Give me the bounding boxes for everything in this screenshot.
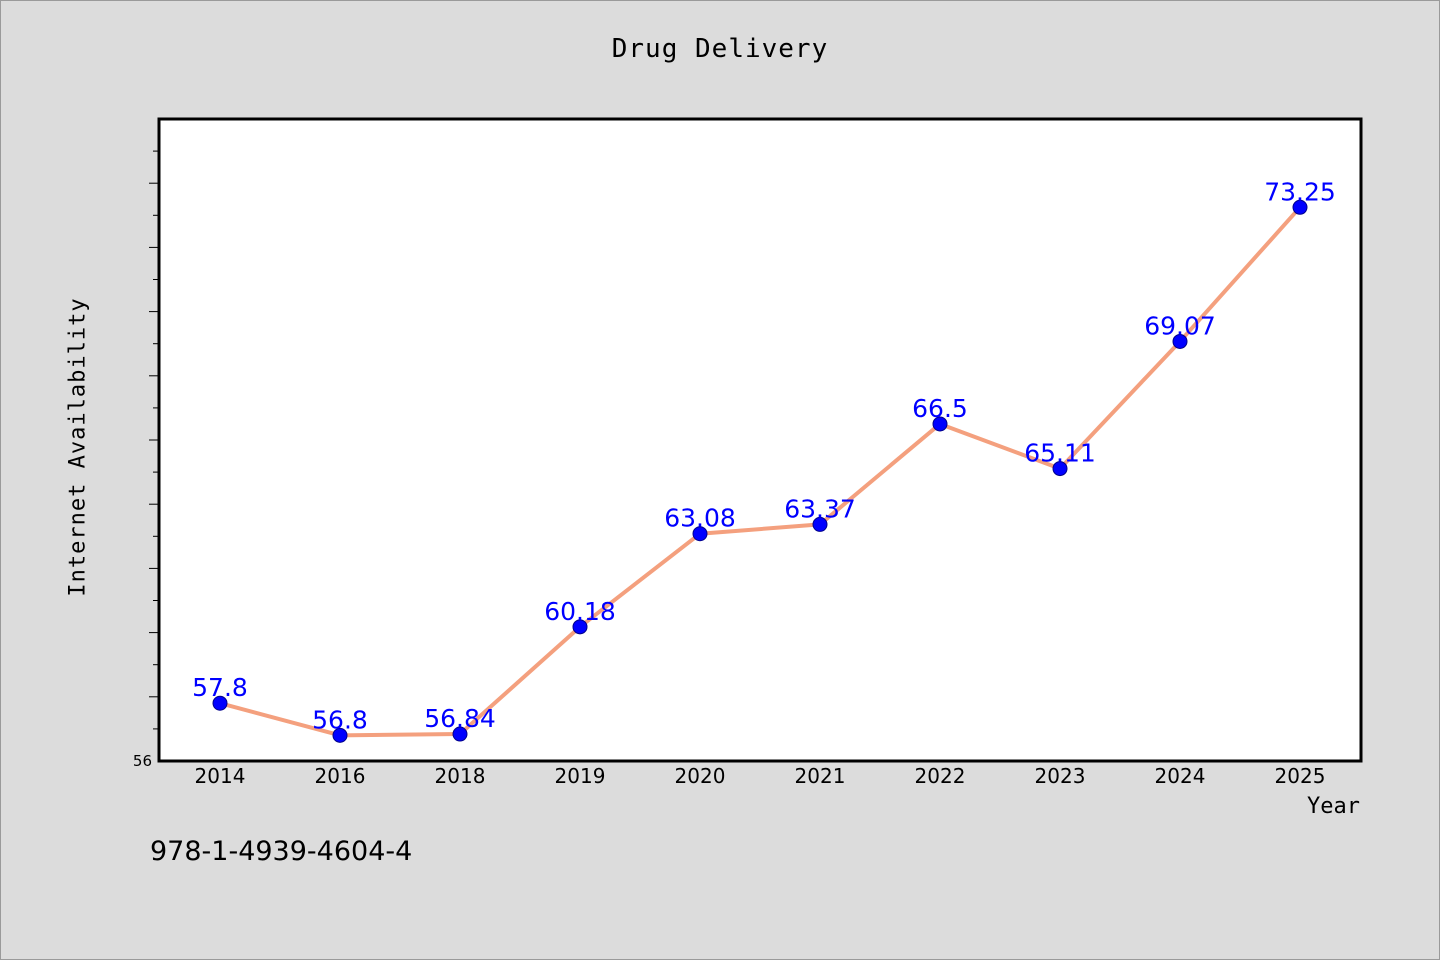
x-tick-label: 2024 bbox=[1155, 764, 1206, 788]
data-labels-layer: 57.8 56.8 56.84 60.18 63.08 63.37 66.5 65.11 69.… bbox=[192, 177, 1336, 734]
y-tick-label: 56 bbox=[133, 752, 152, 770]
chart-title: Drug Delivery bbox=[611, 34, 829, 64]
data-label: 63.37 bbox=[784, 494, 856, 523]
data-label: 56.84 bbox=[424, 704, 496, 733]
x-tick-label: 2014 bbox=[195, 764, 246, 788]
data-point bbox=[812, 516, 828, 532]
x-axis-label: Year bbox=[1307, 794, 1360, 819]
x-tick-label: 2025 bbox=[1275, 764, 1326, 788]
x-tick-label: 2019 bbox=[555, 764, 606, 788]
series-layer bbox=[212, 199, 1308, 743]
y-axis-label: Internet Availability bbox=[65, 297, 91, 597]
data-label: 57.8 bbox=[192, 673, 248, 702]
data-point bbox=[692, 526, 708, 542]
isbn-text: 978-1-4939-4604-4 bbox=[150, 836, 413, 867]
plot-area bbox=[157, 117, 1363, 763]
data-point bbox=[932, 416, 948, 432]
data-label: 60.18 bbox=[544, 597, 616, 626]
x-tick-label: 2023 bbox=[1035, 764, 1086, 788]
x-tick-label: 2022 bbox=[915, 764, 966, 788]
data-label: 63.08 bbox=[664, 504, 736, 533]
data-label: 56.8 bbox=[312, 705, 368, 734]
data-label: 69.07 bbox=[1144, 311, 1216, 340]
data-label: 65.11 bbox=[1024, 439, 1096, 468]
series-line bbox=[219, 205, 1302, 738]
data-point bbox=[332, 727, 348, 743]
data-point bbox=[1172, 333, 1188, 349]
data-point bbox=[572, 619, 588, 635]
data-label: 73.25 bbox=[1264, 177, 1336, 206]
data-point bbox=[1052, 461, 1068, 477]
x-axis-ticks: 2014 2016 2018 2019 2020 2021 2022 2023 2024 2025 bbox=[195, 764, 1326, 788]
x-tick-label: 2020 bbox=[675, 764, 726, 788]
data-point bbox=[452, 726, 468, 742]
x-tick-label: 2016 bbox=[315, 764, 366, 788]
data-point bbox=[212, 695, 228, 711]
y-axis-ticks: 56 bbox=[133, 150, 159, 770]
data-label: 66.5 bbox=[912, 394, 968, 423]
data-point bbox=[1292, 199, 1308, 215]
x-tick-label: 2021 bbox=[795, 764, 846, 788]
x-tick-label: 2018 bbox=[435, 764, 486, 788]
